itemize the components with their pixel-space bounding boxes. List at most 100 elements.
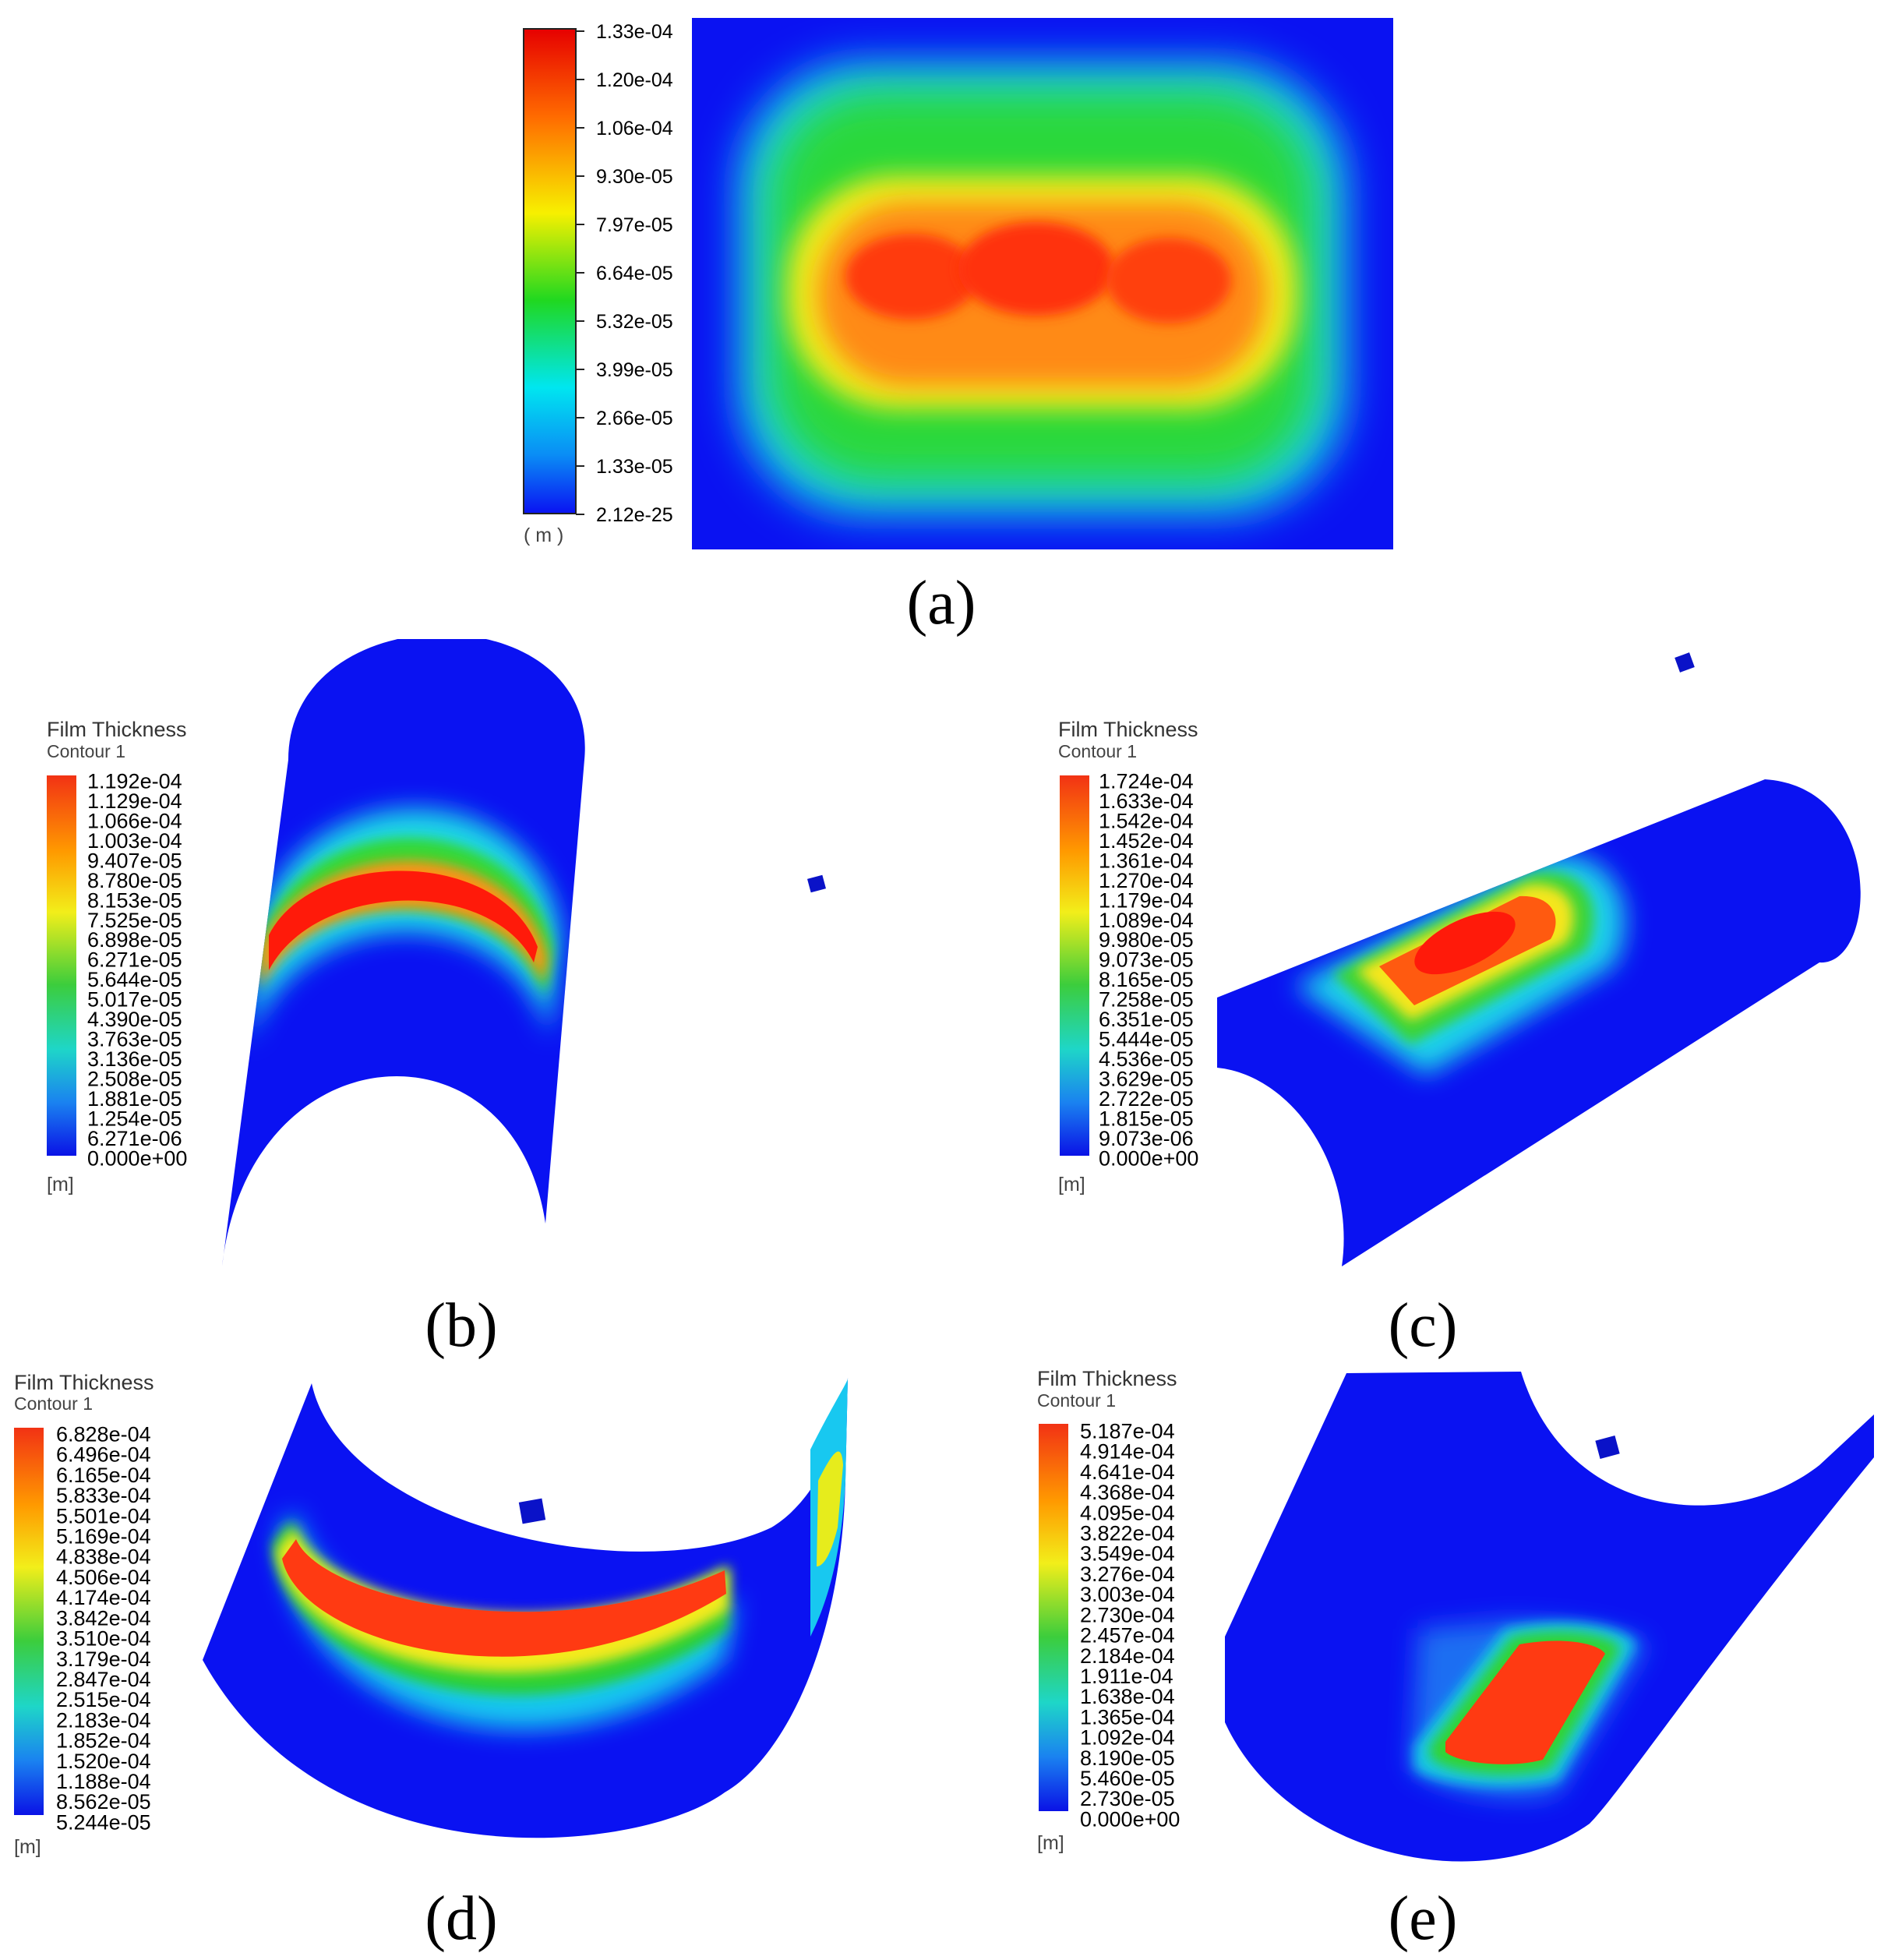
colorbar-tick-label: 5.444e-05 — [1099, 1028, 1194, 1051]
colorbar-tick-label: 2.730e-04 — [1080, 1603, 1175, 1626]
colorbar-tick-label: 1.254e-05 — [87, 1107, 182, 1131]
colorbar-tick-label: 1.633e-04 — [1099, 789, 1194, 813]
colorbar-tick-label: 8.153e-05 — [87, 888, 182, 912]
panel-e-caption: (e) — [1389, 1884, 1458, 1953]
colorbar-tick-label: 1.179e-04 — [1099, 888, 1194, 912]
colorbar-tick-label: 2.12e-25 — [596, 504, 673, 526]
panel-b-caption: (b) — [425, 1291, 497, 1360]
colorbar-tick-label: 2.66e-05 — [596, 408, 673, 429]
colorbar-tick-label: 0.000e+00 — [1099, 1146, 1198, 1170]
colorbar-tick-label: 4.095e-04 — [1080, 1501, 1175, 1524]
colorbar-tick-label: 1.20e-04 — [596, 69, 673, 91]
colorbar-tick-label: 5.644e-05 — [87, 968, 182, 991]
colorbar-tick-label: 4.914e-04 — [1080, 1440, 1175, 1464]
colorbar-tick-label: 3.822e-04 — [1080, 1522, 1175, 1545]
colorbar-tick-label: 5.017e-05 — [87, 988, 182, 1012]
colorbar-tick-label: 9.980e-05 — [1099, 928, 1194, 952]
colorbar-tick-label: 5.460e-05 — [1080, 1767, 1175, 1790]
colorbar-tick-label: 1.092e-04 — [1080, 1726, 1175, 1750]
colorbar-tick-label: 6.271e-05 — [87, 948, 182, 972]
colorbar-tick-label: 1.881e-05 — [87, 1087, 182, 1111]
colorbar-tick-label: 3.136e-05 — [87, 1047, 182, 1071]
colorbar-tick-label: 8.165e-05 — [1099, 968, 1194, 991]
colorbar-tick-label: 2.508e-05 — [87, 1068, 182, 1091]
colorbar-tick-label: 2.515e-04 — [56, 1688, 151, 1711]
colorbar-tick-label: 6.496e-04 — [56, 1443, 151, 1467]
colorbar-tick-label: 2.457e-04 — [1080, 1624, 1175, 1647]
panel-e-small-marker — [1595, 1436, 1620, 1459]
colorbar-tick-label: 1.129e-04 — [87, 789, 182, 813]
colorbar-tick-label: 4.390e-05 — [87, 1008, 182, 1031]
colorbar-tick-label: 3.629e-05 — [1099, 1068, 1194, 1091]
colorbar-tick-label: 3.99e-05 — [596, 359, 673, 381]
panel-a-caption: (a) — [907, 569, 976, 637]
colorbar-tick-label: 5.187e-04 — [1080, 1419, 1175, 1443]
colorbar-tick-label: 2.847e-04 — [56, 1668, 151, 1691]
legend-subtitle: Contour 1 — [47, 741, 125, 761]
colorbar-tick-label: 5.833e-04 — [56, 1484, 151, 1507]
panel-c-legend: 1.724e-041.633e-041.542e-041.452e-041.36… — [1058, 718, 1198, 1195]
colorbar-tick-label: 6.165e-04 — [56, 1464, 151, 1487]
colorbar-tick-label: 1.815e-05 — [1099, 1107, 1194, 1131]
colorbar-tick-label: 4.368e-04 — [1080, 1481, 1175, 1504]
colorbar-tick-label: 3.179e-04 — [56, 1647, 151, 1671]
colorbar-tick-label: 4.641e-04 — [1080, 1460, 1175, 1484]
colorbar-tick-label: 1.33e-04 — [596, 21, 673, 43]
panel-d-trough — [203, 1378, 848, 1838]
panel-a-contour — [692, 18, 1393, 549]
colorbar-tick-label: 0.000e+00 — [87, 1146, 187, 1170]
legend-title: Film Thickness — [14, 1371, 154, 1394]
colorbar-tick-label: 1.520e-04 — [56, 1750, 151, 1773]
legend-unit: [m] — [1058, 1174, 1085, 1195]
panel-b-small-marker — [807, 874, 826, 893]
colorbar-tick-label: 7.97e-05 — [596, 214, 673, 236]
colorbar-tick-label: 1.542e-04 — [1099, 809, 1194, 832]
colorbar-tick-label: 6.828e-04 — [56, 1422, 151, 1446]
colorbar-tick-label: 3.276e-04 — [1080, 1563, 1175, 1586]
legend-title: Film Thickness — [1037, 1367, 1177, 1390]
colorbar-tick-label: 1.365e-04 — [1080, 1705, 1175, 1729]
legend-subtitle: Contour 1 — [14, 1393, 93, 1414]
panel-d-legend: 6.828e-046.496e-046.165e-045.833e-045.50… — [14, 1371, 154, 1858]
colorbar-tick-label: 1.724e-04 — [1099, 769, 1194, 793]
colorbar-tick-label: 6.64e-05 — [596, 263, 673, 284]
colorbar-tick-label: 4.838e-04 — [56, 1545, 151, 1569]
panel-a-colorbar — [523, 28, 577, 514]
colorbar-tick-label: 3.549e-04 — [1080, 1542, 1175, 1566]
colorbar-tick-label: 5.32e-05 — [596, 311, 673, 333]
colorbar-tick-label: 1.911e-04 — [1080, 1665, 1173, 1688]
panel-e-cylinder — [1225, 1372, 1874, 1862]
colorbar-tick-label: 1.270e-04 — [1099, 869, 1194, 892]
colorbar-tick-label: 9.30e-05 — [596, 166, 673, 188]
colorbar-tick-label: 2.184e-04 — [1080, 1644, 1175, 1668]
legend-unit: [m] — [47, 1174, 74, 1195]
panel-c-colorbar — [1060, 775, 1089, 1156]
legend-unit: [m] — [1037, 1832, 1064, 1854]
panel-d-small-marker — [518, 1498, 546, 1524]
colorbar-tick-label: 8.780e-05 — [87, 869, 182, 892]
colorbar-tick-label: 7.258e-05 — [1099, 988, 1194, 1012]
legend-unit: [m] — [14, 1836, 41, 1858]
panel-c-small-marker — [1675, 652, 1695, 673]
panel-a — [523, 18, 1393, 549]
colorbar-tick-label: 6.271e-06 — [87, 1127, 182, 1150]
colorbar-tick-label: 1.089e-04 — [1099, 909, 1194, 932]
colorbar-tick-label: 1.192e-04 — [87, 769, 182, 793]
colorbar-tick-label: 3.003e-04 — [1080, 1583, 1175, 1606]
legend-subtitle: Contour 1 — [1058, 741, 1137, 761]
colorbar-tick-label: 5.169e-04 — [56, 1525, 151, 1549]
colorbar-tick-label: 1.188e-04 — [56, 1770, 151, 1793]
panel-a-legend: 1.33e-04 1.20e-04 1.06e-04 9.30e-05 7.97e-05… — [524, 21, 673, 546]
colorbar-tick-label: 6.351e-05 — [1099, 1008, 1194, 1031]
colorbar-tick-label: 7.525e-05 — [87, 909, 182, 932]
panel-e-colorbar — [1039, 1424, 1068, 1811]
colorbar-tick-label: 3.510e-04 — [56, 1627, 151, 1651]
panel-b-cylinder — [222, 639, 585, 1266]
colorbar-tick-label: 5.244e-05 — [56, 1810, 151, 1834]
colorbar-tick-label: 3.763e-05 — [87, 1028, 182, 1051]
colorbar-tick-label: 1.361e-04 — [1099, 849, 1194, 872]
panel-b-legend: 1.192e-041.129e-041.066e-041.003e-049.40… — [47, 718, 187, 1195]
panel-d-colorbar — [14, 1428, 44, 1815]
colorbar-tick-label: 3.842e-04 — [56, 1606, 151, 1630]
